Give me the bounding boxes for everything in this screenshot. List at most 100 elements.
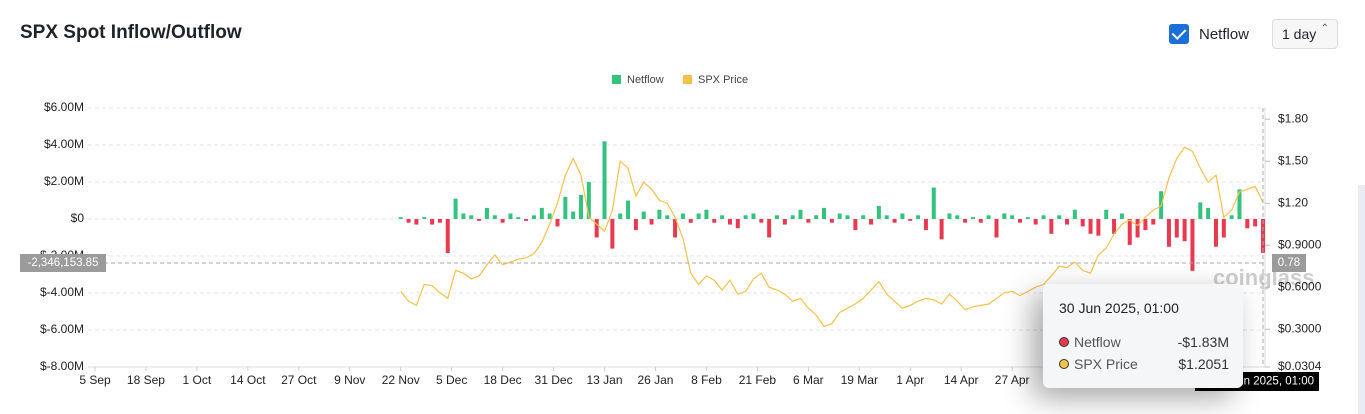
bar [649, 219, 654, 225]
bar [970, 217, 975, 219]
bar [1135, 219, 1140, 238]
bar [633, 219, 638, 231]
bar [414, 219, 419, 225]
bar [1190, 219, 1195, 271]
bar [720, 215, 725, 219]
bar [563, 196, 568, 219]
bar [1112, 219, 1117, 234]
y2-tick-label: $0.6000 [1278, 279, 1322, 293]
bar [500, 219, 505, 223]
bar [1198, 202, 1203, 219]
bar [657, 209, 662, 219]
bar [555, 219, 560, 227]
x-tick-label: 21 Feb [739, 373, 777, 387]
bar [1253, 219, 1258, 227]
bar [1025, 217, 1030, 219]
bar [900, 213, 905, 219]
bar [1002, 213, 1007, 219]
y-tick-label: $0 [71, 211, 85, 225]
crosshair-y-box [20, 254, 106, 272]
bar [673, 219, 678, 238]
bar [869, 219, 874, 225]
y2-tick-label: $1.50 [1278, 153, 1308, 167]
bar [665, 215, 670, 219]
bar [626, 200, 631, 219]
bar [1213, 219, 1218, 247]
bar [1096, 219, 1101, 236]
bar [743, 215, 748, 219]
bar [1088, 219, 1093, 234]
bar [963, 219, 968, 223]
bar [1057, 215, 1062, 219]
bar [477, 219, 482, 221]
y-tick-label: $2.00M [44, 174, 84, 188]
x-tick-label: 1 Apr [896, 373, 924, 387]
bar [461, 213, 466, 219]
bar [1221, 219, 1226, 238]
bar [1041, 215, 1046, 219]
bar [1143, 219, 1148, 231]
bar [1072, 209, 1077, 219]
bar [876, 206, 881, 219]
x-tick-label: 6 Mar [793, 373, 824, 387]
tooltip-date: 30 Jun 2025, 01:00 [1059, 300, 1179, 316]
bar [398, 217, 403, 219]
tooltip-dot [1059, 359, 1069, 369]
price-line [400, 146, 1264, 328]
crosshair-y2-label: 0.78 [1278, 257, 1300, 269]
tooltip: 30 Jun 2025, 01:00 Netflow -$1.83M SPX P… [1043, 284, 1243, 388]
bar [437, 219, 442, 223]
bar [853, 219, 858, 231]
bar [531, 215, 536, 219]
bar [994, 219, 999, 238]
bar [618, 213, 623, 219]
bar [892, 219, 897, 223]
crosshair-y-label: -2,346,153.85 [28, 257, 99, 269]
checkbox[interactable] [1169, 24, 1189, 44]
bar [759, 219, 764, 223]
bar [422, 217, 427, 219]
bar [1151, 219, 1156, 225]
x-tick-label: 31 Dec [535, 373, 573, 387]
bar [939, 219, 944, 240]
x-tick-label: 26 Jan [637, 373, 673, 387]
bar [1119, 213, 1124, 219]
bar [430, 219, 435, 225]
x-tick-label: 27 Oct [281, 373, 317, 387]
bar [923, 219, 928, 231]
bar [524, 219, 529, 221]
netflow-toggle[interactable]: Netflow [1169, 24, 1249, 44]
bar [931, 187, 936, 219]
bar [539, 207, 544, 219]
bar [829, 219, 834, 223]
x-tick-label: 18 Dec [484, 373, 522, 387]
bar [1245, 219, 1250, 229]
interval-select[interactable]: 1 day [1272, 19, 1338, 49]
bar [978, 219, 983, 223]
bar [861, 215, 866, 219]
tooltip-name: SPX Price [1074, 356, 1138, 372]
bar [516, 217, 521, 219]
bar [469, 215, 474, 219]
bar [602, 141, 607, 219]
tooltip-row: SPX Price $1.2051 [1059, 356, 1229, 372]
y2-tick-label: $0.0304 [1278, 359, 1322, 373]
bar [1206, 207, 1211, 219]
legend-label: SPX Price [698, 74, 748, 86]
tooltip-value: -$1.83M [1177, 334, 1229, 350]
x-tick-label: 8 Feb [691, 373, 722, 387]
bar [837, 213, 842, 219]
interval-label: 1 day [1282, 26, 1317, 42]
bar [986, 215, 991, 219]
bar [1127, 219, 1132, 245]
y2-tick-label: $1.80 [1278, 111, 1308, 125]
y2-tick-label: $0.9000 [1278, 237, 1322, 251]
bar [884, 215, 889, 219]
bar [453, 198, 458, 219]
x-tick-label: 13 Jan [587, 373, 623, 387]
bar [1229, 215, 1234, 219]
x-tick-label: 5 Dec [436, 373, 467, 387]
bar [1080, 219, 1085, 227]
tooltip-row: Netflow -$1.83M [1059, 334, 1229, 350]
y-tick-label: $-8.00M [40, 359, 84, 373]
